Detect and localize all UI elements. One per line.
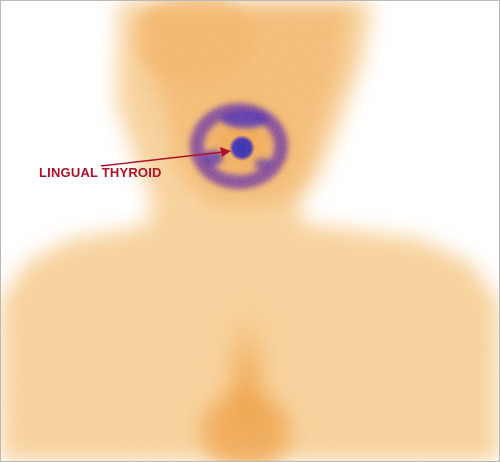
annotation-label: LINGUAL THYROID	[39, 165, 162, 180]
annotation-arrow	[100, 147, 231, 167]
